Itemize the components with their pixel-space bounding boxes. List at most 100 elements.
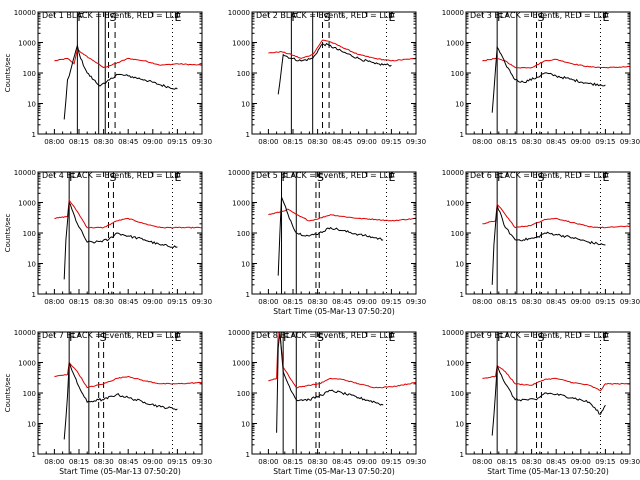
x-tick-label: 08:30: [522, 138, 542, 146]
marker-f: F: [69, 331, 75, 344]
y-tick-label: 1: [32, 451, 36, 459]
x-tick-label: 08:00: [258, 298, 278, 306]
x-tick-label: 08:15: [497, 298, 517, 306]
lld-series-line: [482, 57, 630, 69]
x-tick-label: 08:30: [308, 458, 328, 466]
x-tick-label: 08:15: [283, 138, 303, 146]
marker-e: E: [602, 11, 609, 24]
panel-title: Det 9 BLACK = Events, RED = LLD: [470, 331, 608, 340]
x-tick-label: 09:30: [192, 458, 212, 466]
events-series-line: [276, 332, 384, 433]
x-tick-label: 09:00: [571, 138, 591, 146]
x-tick-label: 08:00: [472, 458, 492, 466]
x-tick-label: 08:30: [94, 138, 114, 146]
lld-series-line: [482, 202, 630, 229]
marker-e: E: [174, 331, 181, 344]
x-tick-label: 09:00: [143, 458, 163, 466]
marker-s: S: [538, 171, 545, 184]
y-tick-label: 10: [241, 421, 250, 429]
y-tick-label: 1000: [446, 200, 464, 208]
x-tick-label: 08:45: [332, 458, 352, 466]
y-tick-label: 1000: [446, 360, 464, 368]
x-tick-label: 08:00: [258, 458, 278, 466]
x-tick-label: 09:30: [406, 298, 426, 306]
marker-f: F: [497, 331, 503, 344]
y-tick-label: 1000: [18, 200, 36, 208]
x-tick-label: 08:45: [546, 138, 566, 146]
plot-frame: [37, 171, 203, 295]
marker-s: S: [110, 11, 117, 24]
y-axis-label: Counts/sec: [4, 214, 12, 253]
panel-title: Det 8 BLACK = Events, RED = LLD: [256, 331, 394, 340]
marker-s: S: [538, 11, 545, 24]
marker-e: E: [388, 331, 395, 344]
x-tick-label: 08:45: [118, 458, 138, 466]
y-tick-label: 1: [32, 131, 36, 139]
y-tick-label: 10: [27, 261, 36, 269]
x-tick-label: 08:15: [69, 138, 89, 146]
x-tick-label: 08:30: [522, 458, 542, 466]
y-tick-label: 1: [246, 291, 250, 299]
y-tick-label: 10000: [442, 169, 464, 177]
x-tick-label: 08:45: [118, 298, 138, 306]
y-tick-label: 10: [27, 421, 36, 429]
x-axis-label: Start Time (05-Mar-13 07:50:20): [273, 307, 395, 316]
x-tick-label: 08:15: [497, 458, 517, 466]
y-tick-label: 1: [460, 451, 464, 459]
x-tick-label: 09:00: [143, 138, 163, 146]
events-series-line: [277, 196, 384, 276]
x-tick-label: 08:00: [44, 458, 64, 466]
y-tick-label: 1: [460, 131, 464, 139]
marker-f: F: [283, 331, 289, 344]
y-tick-label: 1: [246, 131, 250, 139]
marker-f: F: [497, 171, 503, 184]
x-tick-label: 09:00: [143, 298, 163, 306]
y-tick-label: 10000: [228, 9, 250, 17]
x-tick-label: 08:00: [258, 138, 278, 146]
x-tick-label: 09:00: [357, 298, 377, 306]
lld-series-line: [268, 332, 416, 389]
y-tick-label: 100: [451, 230, 464, 238]
events-series-line: [63, 200, 178, 280]
x-tick-label: 09:00: [571, 458, 591, 466]
x-tick-label: 08:00: [472, 138, 492, 146]
events-series-line: [63, 362, 178, 440]
panel-title: Det 4 BLACK = Events, RED = LLD: [42, 171, 180, 180]
marker-f: F: [77, 11, 83, 24]
events-series-line: [491, 365, 606, 436]
y-tick-label: 100: [23, 70, 36, 78]
marker-e: E: [602, 331, 609, 344]
events-series-line: [277, 42, 392, 95]
y-tick-label: 100: [23, 390, 36, 398]
y-tick-label: 10000: [442, 9, 464, 17]
x-tick-label: 09:30: [192, 138, 212, 146]
lld-series-line: [54, 361, 202, 389]
x-tick-label: 09:15: [595, 298, 615, 306]
y-tick-label: 1000: [18, 40, 36, 48]
x-tick-label: 09:30: [406, 458, 426, 466]
x-tick-label: 08:00: [472, 298, 492, 306]
marker-s: S: [317, 331, 324, 344]
plot-frame: [37, 331, 203, 455]
marker-s: S: [317, 171, 324, 184]
lld-series-line: [54, 198, 202, 229]
x-tick-label: 08:30: [522, 298, 542, 306]
x-tick-label: 09:15: [381, 138, 401, 146]
marker-e: E: [388, 171, 395, 184]
panel-title: Det 3 BLACK = Events, RED = LLD: [470, 11, 608, 20]
y-tick-label: 100: [23, 230, 36, 238]
marker-e: E: [174, 171, 181, 184]
y-tick-label: 10: [455, 421, 464, 429]
plot-frame: [465, 331, 631, 455]
y-tick-label: 100: [237, 230, 250, 238]
x-tick-label: 08:45: [332, 138, 352, 146]
panel-title: Det 1 BLACK = Events, RED = LLD: [42, 11, 180, 20]
y-tick-label: 10000: [14, 9, 36, 17]
x-tick-label: 09:00: [571, 298, 591, 306]
x-tick-label: 08:45: [118, 138, 138, 146]
